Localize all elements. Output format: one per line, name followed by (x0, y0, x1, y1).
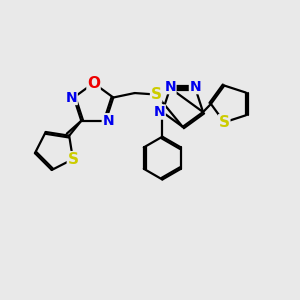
Text: S: S (219, 115, 230, 130)
Text: S: S (68, 152, 78, 167)
Text: N: N (164, 80, 176, 94)
Text: N: N (154, 105, 165, 119)
Text: O: O (87, 76, 100, 91)
Text: N: N (66, 91, 77, 104)
Text: N: N (102, 114, 114, 128)
Text: S: S (151, 87, 162, 102)
Text: N: N (190, 80, 201, 94)
